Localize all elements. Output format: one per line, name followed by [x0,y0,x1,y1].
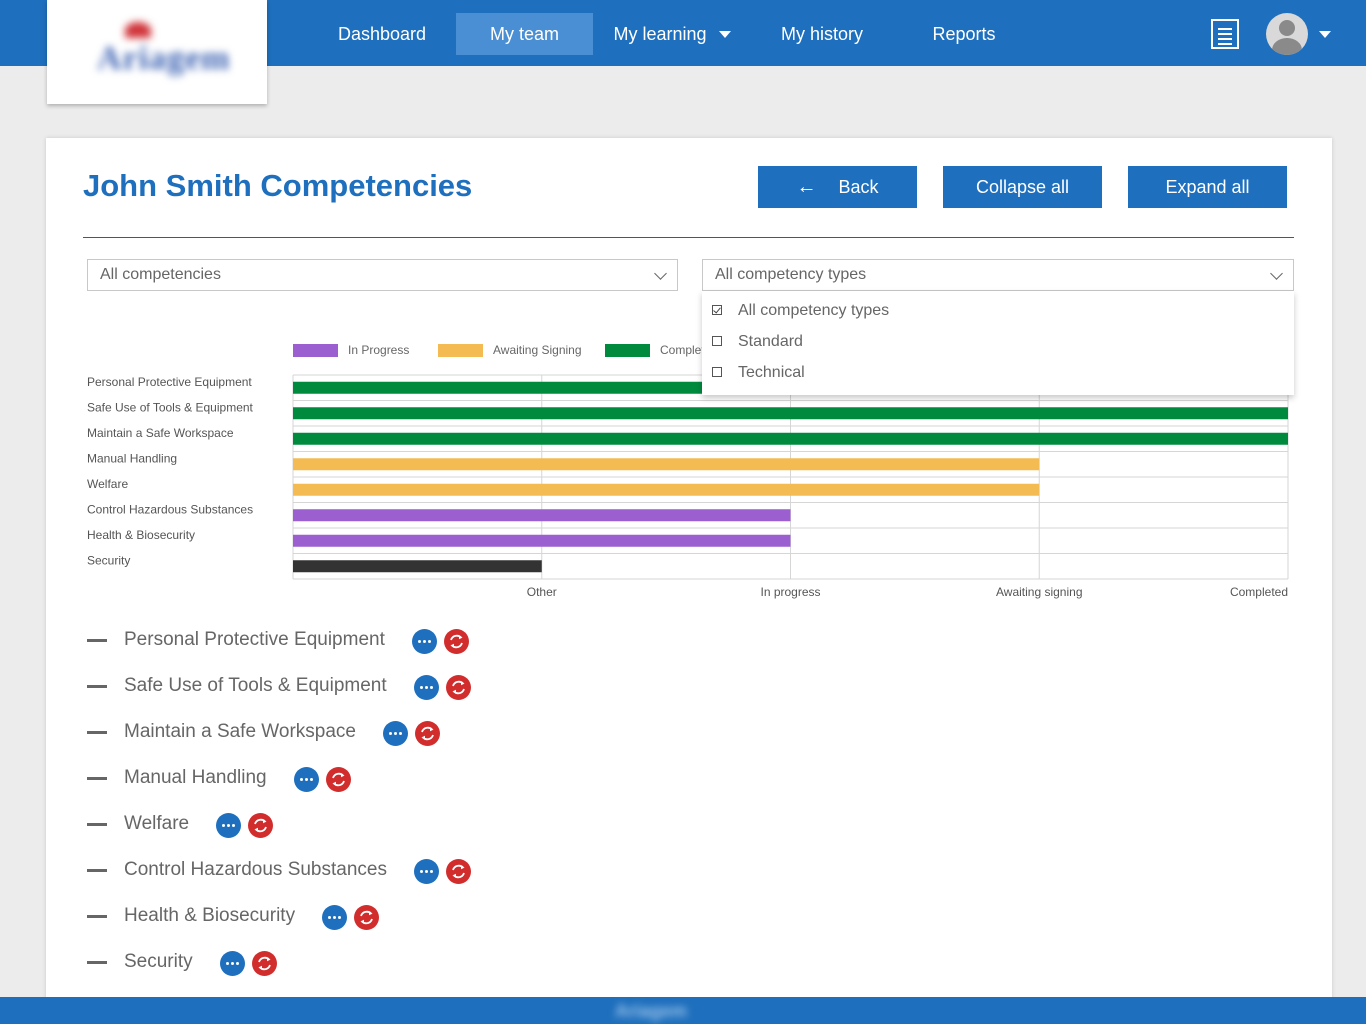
category-label: Manual Handling [87,451,177,465]
category-label: Safe Use of Tools & Equipment [87,400,254,414]
nav-my-learning[interactable]: My learning [613,24,707,44]
competency-name[interactable]: Security [124,951,193,972]
back-button[interactable]: ← Back [758,166,917,208]
competencies-card: John Smith Competencies ← Back Collapse a… [46,138,1332,1008]
category-label: Control Hazardous Substances [87,502,253,516]
competency-types-select[interactable]: All competency types [702,259,1294,291]
checkbox-icon[interactable] [712,305,722,315]
nav-my-history[interactable]: My history [780,24,863,44]
collapse-all-button[interactable]: Collapse all [943,166,1102,208]
option-all-competency-types[interactable]: All competency types [712,299,889,323]
list-menu-icon[interactable] [1211,19,1239,49]
nav-dashboard[interactable]: Dashboard [337,24,427,44]
chart-bar[interactable] [293,483,1040,496]
category-label: Welfare [87,477,128,491]
legend-swatch-in-progress [293,344,338,357]
competency-name[interactable]: Maintain a Safe Workspace [124,721,356,742]
option-label: Standard [738,333,803,350]
more-options-icon[interactable] [383,721,408,746]
category-label: Personal Protective Equipment [87,375,252,389]
legend-label-awaiting-signing: Awaiting Signing [493,343,582,357]
collapse-icon[interactable] [87,823,107,826]
checkbox-icon[interactable] [712,367,722,377]
chart-bar[interactable] [293,432,1288,445]
competencies-select[interactable]: All competencies [87,259,678,291]
option-technical[interactable]: Technical [712,361,805,385]
collapse-icon[interactable] [87,915,107,918]
option-label: All competency types [738,302,890,319]
refresh-icon[interactable] [445,859,471,884]
more-options-icon[interactable] [219,951,245,976]
competencies-select-value: All competencies [100,266,221,283]
option-standard[interactable]: Standard [712,330,803,354]
more-options-icon[interactable] [413,859,439,884]
checkbox-icon[interactable] [712,336,722,346]
refresh-icon[interactable] [415,721,440,746]
legend-label-in-progress: In Progress [348,343,410,357]
more-options-icon[interactable] [413,675,439,700]
nav-reports[interactable]: Reports [932,24,996,44]
more-options-icon[interactable] [293,767,319,792]
arrow-left-icon: ← [796,176,817,198]
option-label: Technical [738,364,805,381]
legend-swatch-completed [605,344,650,357]
competency-name[interactable]: Personal Protective Equipment [124,629,385,650]
collapse-icon[interactable] [87,685,107,688]
nav-my-team[interactable]: My team [456,13,593,55]
category-label: Security [87,553,130,567]
chart-bar[interactable] [293,458,1040,471]
logo-wordmark: Ariagem [97,40,231,77]
collapse-icon[interactable] [87,777,107,780]
footer-bar: Ariagem [0,997,1366,1024]
competency-name[interactable]: Control Hazardous Substances [124,859,387,880]
competency-types-select-value: All competency types [715,266,867,283]
x-tick-label: Awaiting signing [996,585,1083,599]
category-label: Health & Biosecurity [87,528,195,542]
refresh-icon[interactable] [325,767,351,792]
expand-all-button[interactable]: Expand all [1128,166,1287,208]
collapse-icon[interactable] [87,731,107,734]
refresh-icon[interactable] [251,951,277,976]
chart-bar[interactable] [293,509,791,522]
title-divider [83,237,1294,238]
competency-name[interactable]: Welfare [124,813,190,834]
legend-swatch-awaiting-signing [438,344,483,357]
x-tick-label: In progress [760,585,820,599]
competency-name[interactable]: Health & Biosecurity [124,905,296,926]
chart-bar[interactable] [293,560,542,573]
refresh-icon[interactable] [443,629,469,654]
more-options-icon[interactable] [216,813,242,838]
category-label: Maintain a Safe Workspace [87,426,234,440]
chevron-down-icon[interactable] [719,31,731,38]
x-tick-label: Other [527,585,557,599]
user-avatar[interactable] [1266,13,1308,55]
more-options-icon[interactable] [411,629,437,654]
refresh-icon[interactable] [354,905,380,930]
back-button-label: Back [838,177,879,197]
page-title: John Smith Competencies [83,168,473,203]
competency-name[interactable]: Manual Handling [124,767,267,788]
refresh-icon[interactable] [248,813,274,838]
user-menu-chevron-icon[interactable] [1319,31,1331,38]
more-options-icon[interactable] [322,905,348,930]
chart-bar[interactable] [293,534,791,547]
refresh-icon[interactable] [445,675,471,700]
company-logo[interactable]: Ariagem [47,0,267,104]
footer-brand: Ariagem [615,1001,688,1021]
x-tick-label: Completed [1230,585,1288,599]
collapse-icon[interactable] [87,961,107,964]
collapse-icon[interactable] [87,639,107,642]
chart-bar[interactable] [293,407,1288,420]
competency-types-dropdown: All competency types Standard Technical [702,291,1294,395]
competency-name[interactable]: Safe Use of Tools & Equipment [124,675,387,696]
collapse-icon[interactable] [87,869,107,872]
